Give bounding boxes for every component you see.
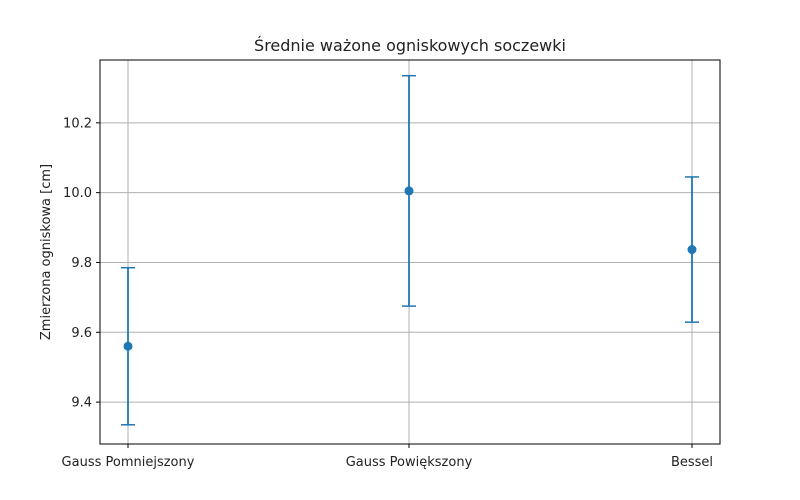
x-tick-label: Gauss Pomniejszony bbox=[62, 455, 195, 470]
tick-layer: 9.4 9.6 9.8 10.0 10.2 Gauss Pomniejszony Gauss… bbox=[62, 116, 713, 470]
grid-layer bbox=[100, 60, 720, 444]
data-point bbox=[123, 341, 133, 351]
y-tick-label: 10.0 bbox=[63, 186, 92, 201]
y-axis-label: Zmierzona ogniskowa [cm] bbox=[39, 164, 54, 340]
y-tick-label: 9.6 bbox=[71, 326, 92, 341]
x-tick-label: Gauss Powiększony bbox=[346, 455, 473, 470]
chart-title: Średnie ważone ogniskowych soczewki bbox=[254, 36, 566, 55]
y-tick-label: 9.8 bbox=[71, 256, 92, 271]
y-tick-label: 10.2 bbox=[63, 116, 92, 131]
plot-frame bbox=[99, 59, 721, 445]
data-point bbox=[687, 245, 697, 255]
y-tick-label: 9.4 bbox=[71, 396, 92, 411]
data-layer bbox=[121, 74, 699, 426]
x-tick-label: Bessel bbox=[671, 455, 713, 470]
data-point bbox=[404, 186, 414, 196]
